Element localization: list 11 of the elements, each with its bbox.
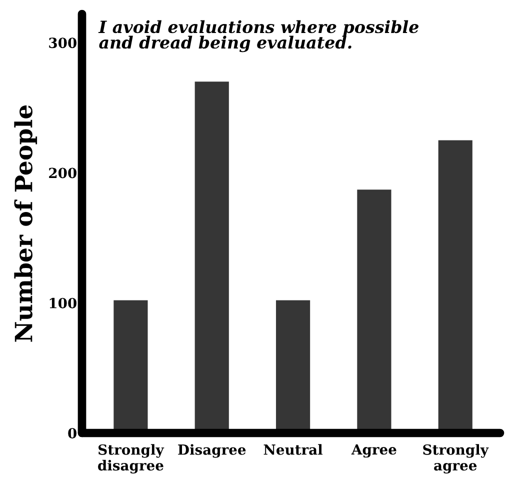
y-axis-title: Number of People — [14, 105, 38, 342]
y-tick-label: 200 — [49, 168, 76, 178]
x-tick-label: Disagree — [178, 444, 246, 458]
y-tick-label: 100 — [50, 298, 76, 308]
x-tick-label: Strongly agree — [423, 444, 489, 474]
y-tick-label: 300 — [49, 38, 76, 48]
x-tick-label: Neutral — [264, 444, 323, 455]
y-tick-label: 0 — [68, 428, 76, 438]
x-tick-label: Agree — [351, 444, 396, 458]
x-tick-label: Strongly disagree — [98, 444, 164, 474]
text: I avoid evaluations where possible and dread being evaluated. — [98, 20, 418, 52]
